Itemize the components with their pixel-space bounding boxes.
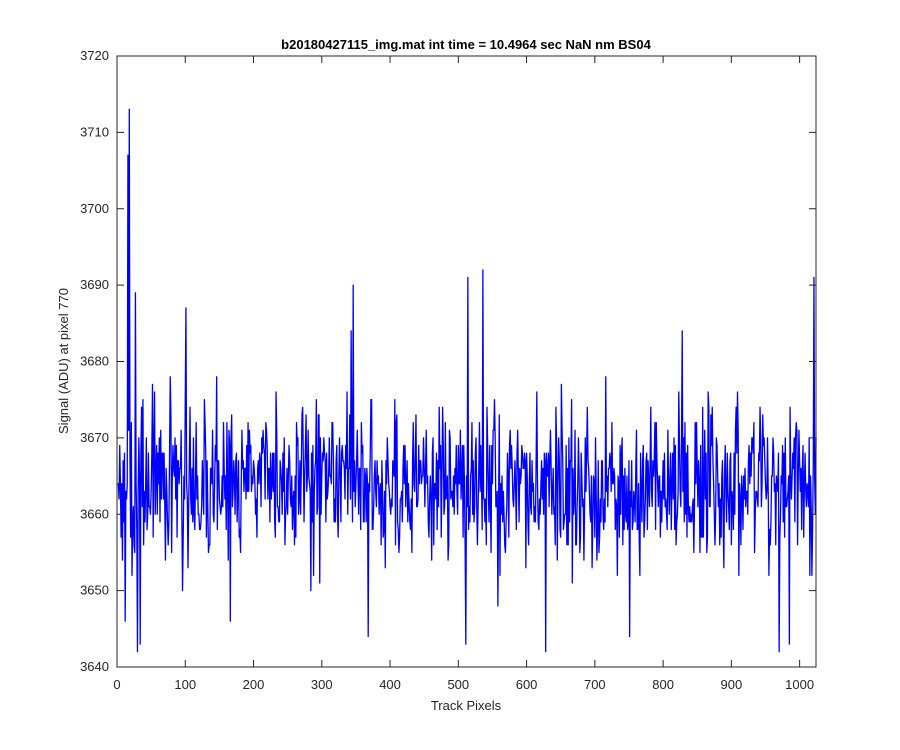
y-ticks: 3640 3650 3660 3670 3680 3690 3700 3710 3720	[80, 48, 816, 674]
chart-title: b20180427115_img.mat int time = 10.4964 …	[281, 37, 651, 52]
x-tick-label: 100	[174, 677, 196, 692]
x-tick-label: 700	[584, 677, 606, 692]
x-tick-label: 0	[113, 677, 120, 692]
x-tick-label: 200	[243, 677, 265, 692]
y-tick-label: 3700	[80, 201, 109, 216]
y-tick-label: 3720	[80, 48, 109, 63]
axes-box	[116, 55, 817, 668]
y-tick-label: 3690	[80, 277, 109, 292]
x-tick-label: 900	[721, 677, 743, 692]
y-tick-label: 3710	[80, 124, 109, 139]
x-ticks: 0 100 200 300 400 500 600 700 800 900 1000	[113, 56, 814, 692]
x-tick-label: 1000	[785, 677, 814, 692]
y-tick-label: 3670	[80, 430, 109, 445]
y-axis-label: Signal (ADU) at pixel 770	[56, 288, 71, 434]
y-tick-label: 3680	[80, 354, 109, 369]
x-axis-label: Track Pixels	[431, 698, 502, 713]
y-tick-label: 3640	[80, 659, 109, 674]
x-tick-label: 500	[447, 677, 469, 692]
x-tick-label: 600	[516, 677, 538, 692]
series-layer	[117, 108, 817, 653]
y-tick-label: 3660	[80, 506, 109, 521]
x-tick-label: 300	[311, 677, 333, 692]
signal-series-line	[117, 108, 817, 653]
x-tick-label: 800	[652, 677, 674, 692]
y-tick-label: 3650	[80, 583, 109, 598]
x-tick-label: 400	[379, 677, 401, 692]
